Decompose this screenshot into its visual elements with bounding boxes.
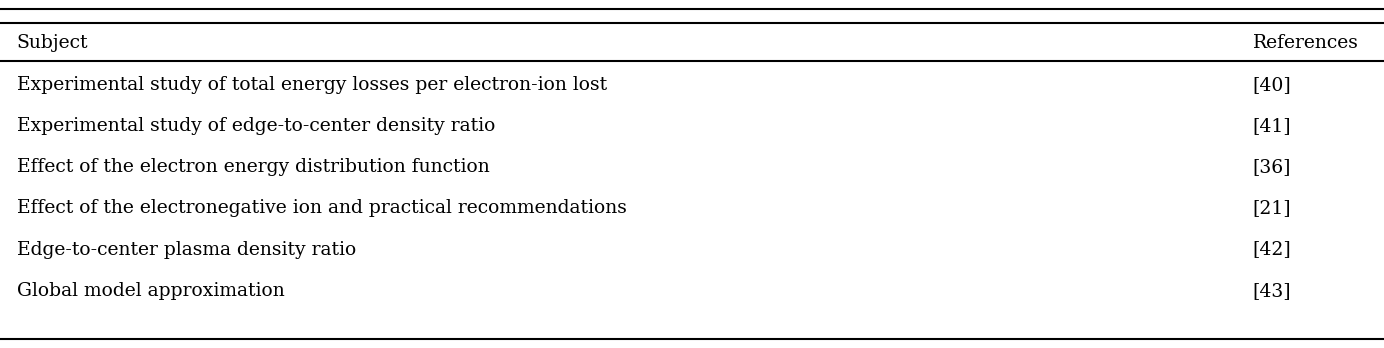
Text: References: References — [1253, 34, 1358, 53]
Text: [42]: [42] — [1253, 240, 1291, 259]
Text: [40]: [40] — [1253, 76, 1291, 94]
Text: Experimental study of total energy losses per electron-ion lost: Experimental study of total energy losse… — [17, 76, 606, 94]
Text: [36]: [36] — [1253, 158, 1291, 176]
Text: Effect of the electron energy distribution function: Effect of the electron energy distributi… — [17, 158, 490, 176]
Text: Effect of the electronegative ion and practical recommendations: Effect of the electronegative ion and pr… — [17, 199, 627, 218]
Text: Subject: Subject — [17, 34, 89, 53]
Text: [41]: [41] — [1253, 117, 1291, 135]
Text: Global model approximation: Global model approximation — [17, 282, 284, 300]
Text: [21]: [21] — [1253, 199, 1291, 218]
Text: [43]: [43] — [1253, 282, 1291, 300]
Text: Experimental study of edge-to-center density ratio: Experimental study of edge-to-center den… — [17, 117, 495, 135]
Text: Edge-to-center plasma density ratio: Edge-to-center plasma density ratio — [17, 240, 356, 259]
